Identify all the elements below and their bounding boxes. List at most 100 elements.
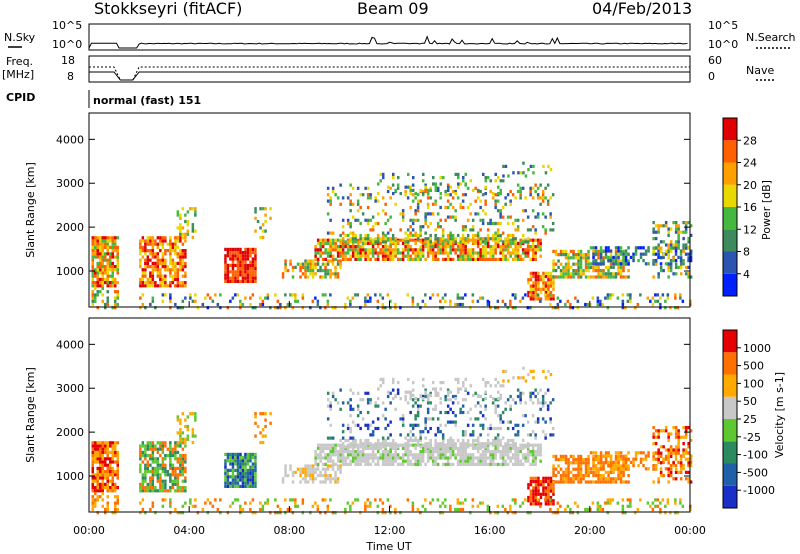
- velocity-cell: [547, 483, 550, 487]
- velocity-cell: [321, 462, 325, 466]
- velocity-cell: [476, 504, 480, 508]
- power-cell: [529, 228, 532, 232]
- power-cell: [384, 233, 387, 238]
- velocity-cell: [506, 456, 510, 460]
- power-cell: [559, 249, 563, 253]
- velocity-cell: [461, 398, 465, 402]
- velocity-cell: [236, 459, 240, 463]
- velocity-cell: [99, 447, 102, 451]
- velocity-cell: [577, 458, 580, 462]
- power-cell: [101, 265, 104, 269]
- power-cell: [329, 248, 332, 252]
- velocity-cell: [474, 456, 477, 460]
- power-cell: [469, 257, 472, 261]
- power-cell: [314, 248, 317, 252]
- power-cell: [346, 257, 350, 261]
- velocity-cell: [486, 507, 490, 512]
- power-cell: [224, 254, 227, 258]
- power-cell: [654, 252, 658, 256]
- power-cell: [471, 237, 475, 241]
- velocity-cell: [439, 456, 442, 460]
- velocity-cell: [381, 450, 385, 454]
- power-cell: [156, 265, 160, 269]
- power-cell: [614, 262, 618, 266]
- velocity-cell: [309, 477, 312, 481]
- power-cell: [421, 225, 425, 229]
- velocity-cell: [229, 484, 232, 488]
- power-cell: [366, 196, 370, 200]
- power-cell: [411, 257, 415, 261]
- velocity-cell: [404, 436, 407, 440]
- velocity-cell: [674, 467, 678, 471]
- velocity-cell: [349, 430, 352, 434]
- velocity-cell: [331, 436, 335, 440]
- power-cell: [239, 302, 242, 307]
- velocity-cell: [366, 446, 370, 450]
- velocity-cell: [91, 479, 94, 483]
- power-cell: [361, 245, 365, 249]
- velocity-cell: [149, 489, 152, 493]
- power-cell: [139, 296, 142, 300]
- power-cell: [617, 246, 620, 250]
- power-cell: [541, 225, 545, 229]
- velocity-cell: [471, 459, 475, 463]
- velocity-cell: [529, 453, 532, 457]
- power-cell: [99, 249, 102, 253]
- velocity-cell: [411, 433, 415, 437]
- power-cell: [516, 248, 520, 252]
- power-cell: [549, 271, 553, 275]
- velocity-cell: [572, 461, 575, 465]
- power-cell: [649, 299, 652, 303]
- velocity-cell: [577, 454, 580, 458]
- velocity-cell: [491, 456, 495, 460]
- velocity-cell: [141, 460, 145, 464]
- velocity-cell: [529, 492, 533, 496]
- velocity-cell: [359, 442, 362, 446]
- velocity-cell: [614, 451, 618, 455]
- velocity-cell: [179, 473, 182, 477]
- power-cell: [324, 275, 327, 279]
- velocity-cell: [376, 504, 380, 508]
- velocity-cell: [299, 467, 302, 471]
- velocity-cell: [539, 401, 542, 405]
- velocity-cell: [584, 467, 588, 471]
- velocity-cell: [176, 460, 180, 464]
- power-cell: [599, 302, 602, 307]
- velocity-cell: [369, 398, 372, 402]
- velocity-cell: [106, 486, 109, 490]
- power-cell: [364, 296, 367, 300]
- velocity-cell: [94, 491, 97, 496]
- velocity-cell: [96, 486, 99, 490]
- velocity-cell: [504, 507, 507, 512]
- power-cell: [316, 257, 320, 261]
- power-cell: [116, 268, 119, 272]
- velocity-cell: [166, 470, 170, 474]
- power-cell: [111, 245, 114, 249]
- velocity-cell: [99, 463, 102, 467]
- power-cell: [449, 237, 452, 241]
- velocity-cell: [326, 404, 330, 408]
- power-cell: [429, 240, 432, 244]
- power-cell: [331, 238, 335, 242]
- power-cell: [141, 249, 145, 253]
- power-cell: [674, 293, 677, 297]
- velocity-cell: [144, 511, 147, 515]
- power-cell: [449, 245, 452, 249]
- velocity-cell: [399, 397, 402, 401]
- power-cell: [454, 192, 457, 196]
- power-cell: [529, 290, 533, 295]
- velocity-cell: [369, 462, 372, 466]
- velocity-cell: [506, 398, 510, 402]
- velocity-cell: [331, 443, 335, 447]
- velocity-cell: [246, 462, 250, 466]
- power-cell: [179, 239, 182, 243]
- power-cell: [434, 202, 437, 206]
- power-cell: [572, 262, 575, 266]
- power-cell: [416, 248, 420, 252]
- power-cell: [174, 277, 177, 281]
- power-cell: [544, 196, 547, 200]
- power-cell: [434, 240, 437, 244]
- power-cell: [676, 306, 680, 310]
- power-cell: [416, 209, 420, 213]
- velocity-cell: [294, 498, 297, 502]
